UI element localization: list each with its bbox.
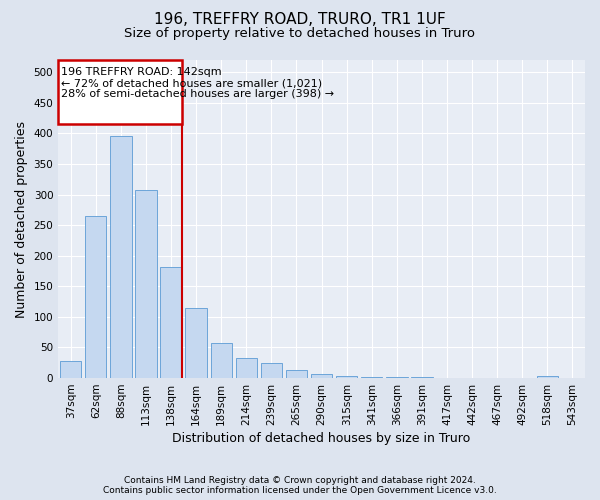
Bar [537, 376, 558, 378]
Y-axis label: Number of detached properties: Number of detached properties [15, 120, 28, 318]
Bar [85, 216, 106, 378]
FancyBboxPatch shape [58, 60, 182, 124]
Bar [336, 376, 358, 378]
Text: 196 TREFFRY ROAD: 142sqm: 196 TREFFRY ROAD: 142sqm [61, 68, 221, 78]
Bar [136, 190, 157, 378]
Text: ← 72% of detached houses are smaller (1,021): ← 72% of detached houses are smaller (1,… [61, 78, 322, 88]
Bar [311, 374, 332, 378]
Bar [211, 343, 232, 378]
Text: 196, TREFFRY ROAD, TRURO, TR1 1UF: 196, TREFFRY ROAD, TRURO, TR1 1UF [154, 12, 446, 28]
Bar [261, 364, 282, 378]
Bar [160, 266, 182, 378]
X-axis label: Distribution of detached houses by size in Truro: Distribution of detached houses by size … [172, 432, 471, 445]
Bar [110, 136, 131, 378]
Bar [185, 308, 207, 378]
Bar [60, 361, 82, 378]
Text: 28% of semi-detached houses are larger (398) →: 28% of semi-detached houses are larger (… [61, 90, 334, 100]
Text: Size of property relative to detached houses in Truro: Size of property relative to detached ho… [125, 28, 476, 40]
Bar [236, 358, 257, 378]
Bar [286, 370, 307, 378]
Text: Contains HM Land Registry data © Crown copyright and database right 2024.
Contai: Contains HM Land Registry data © Crown c… [103, 476, 497, 495]
